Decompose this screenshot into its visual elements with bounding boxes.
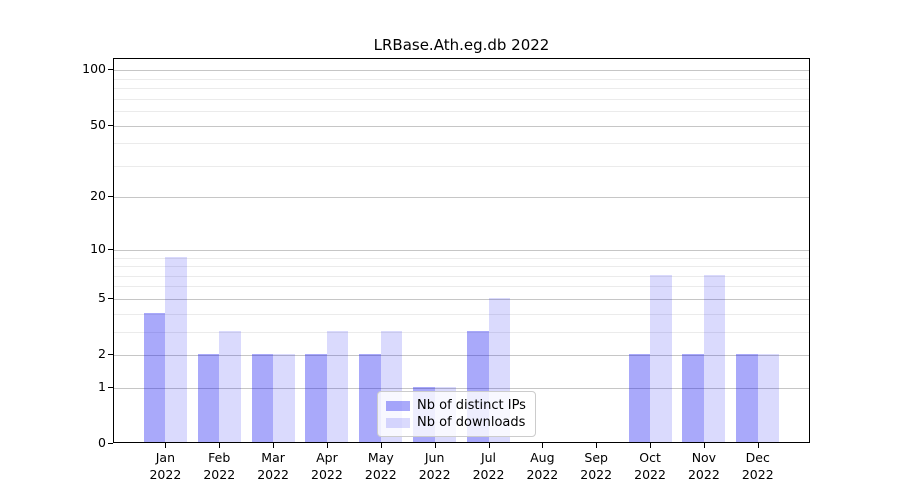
y-gridline-minor [114, 88, 809, 90]
x-tick-mark [273, 443, 275, 448]
x-tick-mark [650, 443, 652, 448]
bar-downloads-dec [757, 354, 780, 442]
y-gridline-major [114, 70, 809, 72]
x-tick-label: Mar 2022 [257, 450, 289, 482]
y-gridline-minor [114, 143, 809, 145]
plot-area [113, 58, 810, 443]
bar-distinct-ips-jan [143, 312, 166, 442]
y-tick-mark [108, 69, 113, 71]
x-tick-mark [326, 443, 328, 448]
x-tick-mark [380, 443, 382, 448]
bar-downloads-oct [650, 274, 672, 442]
x-tick-label: Sep 2022 [580, 450, 613, 482]
legend-label: Nb of downloads [417, 415, 526, 430]
y-tick-label: 2 [98, 346, 106, 362]
y-tick-mark [108, 386, 113, 388]
x-tick-mark [757, 443, 759, 448]
x-tick-mark [488, 443, 490, 448]
x-tick-label: Aug 2022 [526, 450, 559, 482]
y-tick-label: 1 [98, 378, 106, 394]
bar-distinct-ips-dec [736, 354, 758, 442]
x-tick-label: Jan 2022 [149, 450, 182, 482]
bar-distinct-ips-mar [251, 354, 274, 442]
x-tick-label: Jul 2022 [472, 450, 505, 482]
x-tick-mark [703, 443, 705, 448]
y-gridline-major [114, 197, 809, 199]
y-gridline-minor [114, 165, 809, 167]
y-tick-label: 0 [98, 435, 106, 450]
y-gridline-minor [114, 111, 809, 113]
x-tick-mark [434, 443, 436, 448]
y-gridline-minor [114, 257, 809, 259]
x-tick-label: Dec 2022 [741, 450, 774, 482]
y-gridline-major [114, 125, 809, 127]
bar-downloads-feb [219, 330, 241, 442]
y-gridline-major [114, 249, 809, 251]
legend-swatch-downloads [386, 417, 410, 428]
y-gridline-minor [114, 275, 809, 277]
y-tick-label: 5 [98, 289, 106, 305]
y-tick-mark [108, 124, 113, 126]
chart-title: LRBase.Ath.eg.db 2022 [373, 36, 550, 54]
x-tick-label: Feb 2022 [203, 450, 236, 482]
bar-downloads-nov [703, 274, 726, 442]
y-tick-label: 10 [90, 240, 106, 256]
y-gridline-minor [114, 286, 809, 288]
y-tick-mark [108, 443, 113, 444]
legend-label: Nb of distinct IPs [417, 398, 526, 413]
y-tick-mark [108, 248, 113, 250]
bar-downloads-mar [273, 354, 295, 442]
y-tick-label: 100 [82, 61, 106, 77]
y-tick-mark [108, 297, 113, 299]
legend-row: Nb of downloads [386, 414, 526, 431]
y-tick-label: 20 [90, 188, 106, 204]
legend: Nb of distinct IPs Nb of downloads [377, 391, 536, 437]
x-tick-label: Nov 2022 [687, 450, 720, 482]
x-tick-mark [596, 443, 598, 448]
x-tick-mark [219, 443, 221, 448]
bar-distinct-ips-nov [682, 354, 704, 442]
y-gridline-minor [114, 98, 809, 100]
bar-downloads-apr [326, 330, 349, 442]
y-gridline-major [114, 387, 809, 389]
y-gridline-minor [114, 78, 809, 80]
x-tick-mark [165, 443, 167, 448]
x-tick-label: Apr 2022 [311, 450, 343, 482]
y-gridline-major [114, 298, 809, 300]
bar-downloads-jan [165, 256, 187, 442]
legend-row: Nb of distinct IPs [386, 397, 526, 414]
x-tick-label: Oct 2022 [634, 450, 666, 482]
bar-distinct-ips-feb [197, 354, 220, 442]
y-gridline-minor [114, 331, 809, 333]
y-gridline-minor [114, 313, 809, 315]
bar-distinct-ips-may [359, 354, 381, 442]
bar-distinct-ips-oct [628, 354, 651, 442]
legend-swatch-distinct-ips [386, 400, 410, 411]
x-tick-label: May 2022 [364, 450, 397, 482]
x-tick-mark [542, 443, 544, 448]
y-tick-mark [108, 196, 113, 198]
y-tick-mark [108, 354, 113, 356]
bar-distinct-ips-apr [305, 354, 327, 442]
y-gridline-major [114, 355, 809, 357]
y-tick-label: 50 [90, 116, 106, 132]
y-gridline-minor [114, 266, 809, 268]
x-tick-label: Jun 2022 [418, 450, 451, 482]
